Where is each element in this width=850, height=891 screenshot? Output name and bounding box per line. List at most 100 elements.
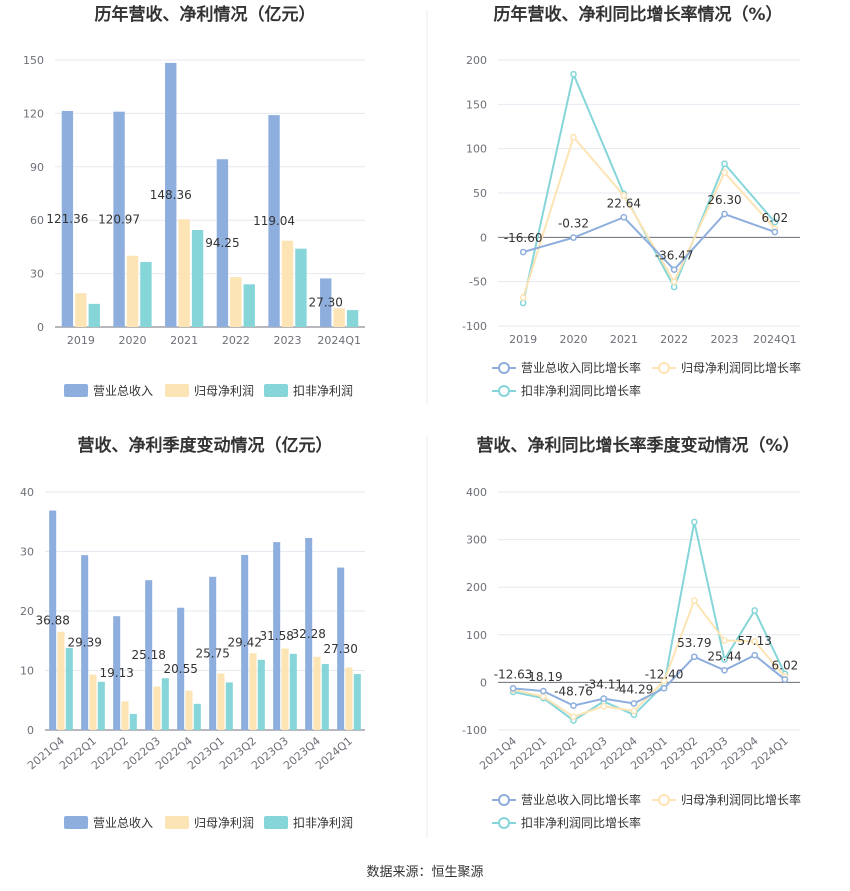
x-tick-label: 2023	[711, 333, 739, 346]
x-tick-label: 2022	[222, 334, 250, 347]
bar-3	[353, 674, 361, 730]
line-data-label: -12.63	[494, 667, 533, 681]
bar-data-label: 29.42	[228, 635, 262, 649]
series-point-1	[721, 666, 728, 674]
y-tick-label: 0	[27, 724, 34, 737]
bar-data-label: 25.75	[196, 646, 230, 660]
bar-1	[216, 159, 229, 327]
series-point-1	[690, 653, 698, 661]
series-point-2	[620, 192, 628, 200]
line-data-label: -0.32	[558, 217, 589, 231]
chart-title: 历年营收、净利情况（亿元）	[95, 4, 316, 25]
line-data-label: 26.30	[707, 193, 741, 207]
bar-1	[305, 537, 313, 730]
series-point-1	[721, 210, 728, 218]
legend-label: 营业总收入同比增长率	[521, 792, 641, 807]
bar-2	[333, 308, 345, 327]
y-tick-label: 40	[20, 486, 34, 499]
bar-2	[89, 674, 97, 730]
series-point-1	[620, 213, 628, 221]
legend-swatch	[264, 384, 288, 397]
bar-3	[346, 310, 359, 327]
line-data-label: -18.19	[524, 670, 563, 684]
bar-1	[61, 110, 74, 327]
bar-2	[313, 656, 321, 730]
series-point-1	[781, 676, 789, 683]
bar-1	[209, 576, 217, 730]
x-tick-label: 2019	[67, 334, 95, 347]
y-tick-label: 0	[480, 676, 487, 689]
bar-1	[241, 554, 249, 730]
series-point-3	[670, 283, 678, 291]
x-tick-label: 2021	[170, 334, 198, 347]
bar-3	[225, 682, 233, 730]
y-tick-label: -100	[462, 724, 487, 737]
bar-data-label: 94.25	[205, 236, 239, 250]
y-tick-label: 150	[23, 54, 44, 67]
line-data-label: -34.11	[584, 678, 623, 692]
series-point-3	[519, 299, 527, 307]
series-point-1	[539, 687, 547, 695]
y-tick-label: 100	[466, 629, 487, 642]
line-data-label: -36.47	[655, 249, 694, 263]
bar-1	[49, 510, 57, 730]
x-tick-label: 2024Q1	[313, 734, 355, 772]
bar-3	[65, 647, 73, 730]
bar-2	[281, 240, 294, 327]
bar-2	[126, 255, 139, 327]
series-point-3	[751, 607, 759, 614]
x-tick-label: 2020	[119, 334, 147, 347]
line-data-label: -48.76	[554, 685, 593, 699]
legend-swatch-marker	[498, 385, 510, 397]
bar-data-label: 31.58	[260, 629, 294, 643]
y-tick-label: 50	[473, 187, 487, 200]
y-tick-label: 20	[20, 605, 34, 618]
series-point-3	[721, 160, 728, 168]
bar-3	[161, 678, 169, 730]
series-point-2	[721, 169, 728, 176]
bar-2	[178, 219, 190, 327]
series-line-3	[522, 70, 776, 304]
series-point-1	[670, 266, 678, 274]
series-point-2	[660, 677, 668, 685]
line-data-label: 53.79	[677, 636, 711, 650]
y-tick-label: 60	[30, 214, 44, 227]
line-data-label: 22.64	[607, 196, 641, 210]
series-line-3	[512, 521, 786, 722]
data-source-note: 数据来源：恒生聚源	[366, 865, 483, 880]
legend-label: 归母净利润	[194, 384, 254, 398]
legend-swatch-marker	[498, 362, 510, 374]
series-line-1	[513, 654, 786, 707]
bar-3	[140, 262, 152, 327]
series-point-1	[570, 234, 577, 241]
bar-1	[268, 115, 280, 328]
x-tick-label: 2020	[560, 333, 588, 346]
y-tick-label: 0	[480, 231, 487, 244]
x-tick-label: 2021	[610, 333, 638, 346]
legend-label: 扣非净利润	[293, 816, 353, 830]
series-point-2	[519, 294, 527, 301]
legend-label: 扣非净利润同比增长率	[521, 383, 641, 398]
bar-1	[337, 567, 345, 730]
series-point-1	[771, 228, 779, 236]
bar-1	[113, 111, 125, 327]
y-tick-label: 400	[466, 486, 487, 499]
series-point-2	[630, 707, 638, 715]
series-point-2	[751, 638, 759, 645]
y-tick-label: 0	[37, 321, 44, 334]
chart-4: 营收、净利同比增长率季度变动情况（%）-10001002003004002021…	[462, 435, 801, 830]
bar-3	[129, 713, 137, 730]
series-point-2	[670, 278, 678, 286]
line-data-label: -16.60	[504, 231, 543, 245]
legend-swatch	[165, 384, 189, 397]
chart-1: 历年营收、净利情况（亿元） 0 30 60 90 120 150 2019 2020 2021 20…	[23, 4, 365, 398]
legend-label: 营业总收入	[93, 384, 153, 398]
series-point-3	[690, 518, 698, 526]
legend-label: 营业总收入同比增长率	[521, 360, 641, 375]
x-tick-label: 2019	[509, 333, 537, 346]
y-tick-label: 200	[466, 581, 487, 594]
bar-data-label: 120.97	[98, 212, 140, 226]
series-point-2	[570, 713, 577, 721]
bar-2	[57, 631, 65, 730]
